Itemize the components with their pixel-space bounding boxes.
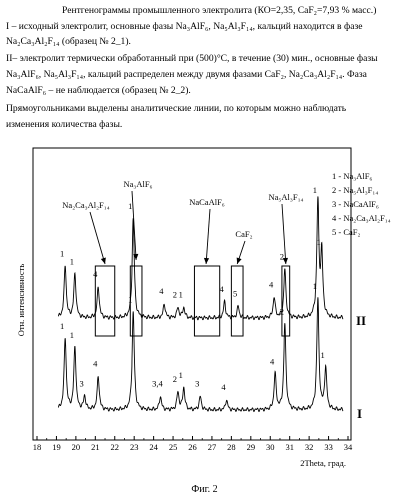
series-label-ii: II (356, 313, 366, 328)
peak-label: 1 (317, 237, 321, 247)
peak-label: 4 (269, 279, 274, 289)
x-tick-label: 18 (33, 442, 42, 452)
peak-label: 4 (159, 286, 164, 296)
peak-label: 1 (70, 330, 74, 340)
x-tick-label: 24 (149, 442, 158, 452)
peak-label: 1 (128, 201, 132, 211)
series-line-i (58, 297, 343, 411)
x-tick-label: 25 (169, 442, 178, 452)
x-tick-label: 20 (72, 442, 81, 452)
phase-label-na3alf6: Na₃AlF₆ (123, 179, 152, 189)
peak-label: 4 (221, 382, 226, 392)
peak-label: 4 (219, 284, 224, 294)
peak-label: 1 (321, 350, 325, 360)
arrow-line (206, 209, 210, 264)
x-tick-label: 22 (111, 442, 120, 452)
series-line-ii (58, 196, 343, 319)
peak-label: 1 (60, 248, 64, 258)
x-tick-label: 34 (344, 442, 353, 452)
peak-label: 1 (179, 370, 183, 380)
peak-labels: 1141421454211113413,421344211 (60, 185, 325, 392)
x-tick-label: 19 (52, 442, 61, 452)
peak-label: 4 (270, 356, 275, 366)
x-tick-label: 29 (247, 442, 256, 452)
peak-label: 2 (280, 307, 284, 317)
peak-label: 2 (173, 290, 177, 300)
x-tick-label: 33 (324, 442, 333, 452)
phase-label-caf2: CaF₂ (235, 229, 252, 239)
analytical-box (231, 266, 243, 336)
x-tick-label: 28 (227, 442, 236, 452)
peak-label: 1 (60, 321, 64, 331)
analytical-boxes (95, 266, 289, 336)
diffraction-curves (58, 196, 343, 411)
peak-label: 1 (313, 185, 317, 195)
x-axis-label: 2Theta, град. (300, 458, 346, 468)
analytical-box (95, 266, 114, 336)
legend-entry-3: 3 - NaCaAlF₆ (332, 199, 379, 209)
figure-caption: Фиг. 2 (0, 484, 409, 495)
x-tick-label: 30 (266, 442, 275, 452)
x-tick-label: 21 (91, 442, 100, 452)
x-tick-label: 32 (305, 442, 314, 452)
y-axis-label: Отн. интенсивность (16, 264, 26, 337)
peak-label: 2 (173, 374, 177, 384)
peak-label: 5 (233, 289, 237, 299)
arrow-head (204, 258, 209, 264)
peak-label: 3 (79, 379, 83, 389)
peak-label: 4 (93, 359, 98, 369)
arrow-head (237, 257, 242, 264)
x-tick-label: 23 (130, 442, 139, 452)
peak-label: 1 (70, 256, 74, 266)
peak-label: 3 (195, 379, 199, 389)
x-tick-label: 27 (208, 442, 217, 452)
analytical-box (194, 266, 219, 336)
phase-label-na5al3f14: Na₅Al₃F₁₄ (269, 192, 304, 202)
legend-entry-2: 2 - Na₅Al₃F₁₄ (332, 185, 378, 195)
arrow-head (101, 258, 106, 264)
phase-label-na2ca3al2f14: Na₂Ca₃Al₂F₁₄ (62, 200, 109, 210)
arrow-line (90, 212, 105, 264)
x-tick-label: 31 (285, 442, 294, 452)
peak-label: 2 (280, 252, 284, 262)
legend-entry-4: 4 - Na₂Ca₃Al₂F₁₄ (332, 213, 391, 223)
x-tick-label: 26 (188, 442, 197, 452)
legend-entry-5: 5 - CaF₂ (332, 227, 361, 237)
peak-label: 1 (128, 294, 132, 304)
peak-label: 4 (93, 269, 98, 279)
peak-label: 1 (179, 290, 183, 300)
phase-label-nacaalf6: NaCaAlF₆ (189, 197, 225, 207)
legend-entry-1: 1 - Na₃AlF₆ (332, 171, 372, 181)
peak-label: 1 (313, 281, 317, 291)
legend: 1 - Na₃AlF₆ 2 - Na₅Al₃F₁₄ 3 - NaCaAlF₆ 4… (332, 171, 391, 237)
series-label-i: I (357, 406, 362, 421)
peak-label: 3,4 (152, 379, 163, 389)
x-ticks: 18 19 20 21 22 23 24 25 26 27 28 29 30 31 32 33 34 (33, 436, 353, 452)
